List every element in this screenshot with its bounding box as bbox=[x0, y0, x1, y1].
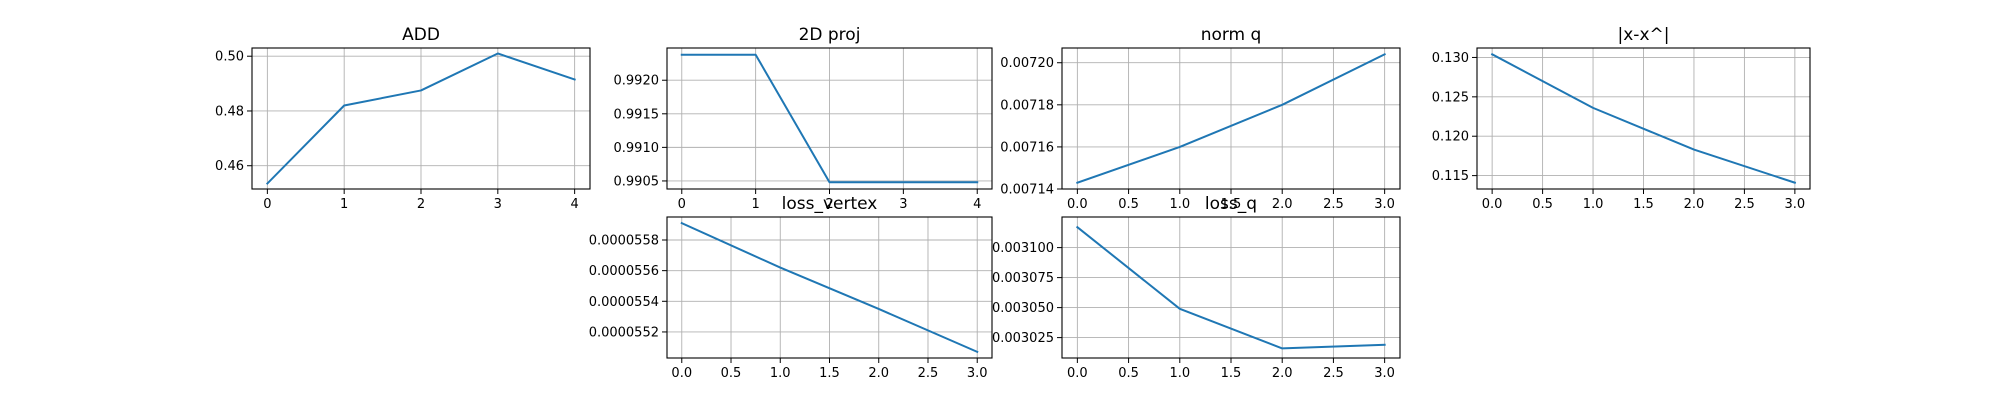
x-tick-label: 1.0 bbox=[1169, 366, 1190, 381]
x-tick-label: 0.5 bbox=[1532, 197, 1553, 212]
chart-panel-1: 0 1 2 3 4 0.9905 0.9910 0.9915 0.9920 2D proj bbox=[614, 25, 993, 212]
chart-panel-4: 0.0 0.5 1.0 1.5 2.0 2.5 3.0 0.0000552 0.0000554 0… bbox=[589, 194, 993, 381]
x-tick-label: 0.5 bbox=[1118, 197, 1139, 212]
y-tick-label: 0.003100 bbox=[992, 241, 1054, 256]
chart-title: ADD bbox=[402, 25, 440, 45]
y-tick-label: 0.125 bbox=[1432, 90, 1469, 105]
x-tick-label: 2.0 bbox=[1272, 366, 1293, 381]
y-tick-label: 0.003075 bbox=[992, 271, 1054, 286]
y-tick-label: 0.00718 bbox=[1000, 98, 1054, 113]
chart-title: 2D proj bbox=[799, 25, 861, 45]
x-tick-label: 3.0 bbox=[1374, 366, 1395, 381]
x-tick-label: 1 bbox=[340, 197, 348, 212]
x-tick-label: 0.0 bbox=[671, 366, 692, 381]
x-tick-label: 2.5 bbox=[1323, 366, 1344, 381]
series-line bbox=[680, 221, 979, 354]
x-tick-label: 1.5 bbox=[819, 366, 840, 381]
x-tick-label: 4 bbox=[973, 197, 981, 212]
y-tick-label: 0.130 bbox=[1432, 51, 1469, 66]
y-tick-label: 0.003050 bbox=[992, 301, 1054, 316]
x-tick-label: 1.0 bbox=[1583, 197, 1604, 212]
y-tick-label: 0.00714 bbox=[1000, 183, 1054, 198]
x-tick-label: 1.0 bbox=[770, 366, 791, 381]
x-tick-label: 0 bbox=[678, 197, 686, 212]
y-tick-label: 0.9915 bbox=[614, 107, 660, 122]
y-tick-label: 0.0000552 bbox=[589, 325, 659, 340]
x-tick-label: 2 bbox=[825, 197, 833, 212]
y-tick-label: 0.00720 bbox=[1000, 56, 1054, 71]
x-tick-label: 2.0 bbox=[1684, 197, 1705, 212]
chart-title: loss_q bbox=[1205, 194, 1257, 214]
x-tick-label: 1.5 bbox=[1221, 366, 1242, 381]
x-tick-label: 4 bbox=[570, 197, 578, 212]
x-tick-label: 0.0 bbox=[1482, 197, 1503, 212]
y-tick-label: 0.120 bbox=[1432, 130, 1469, 145]
series-line bbox=[1076, 52, 1386, 184]
chart-panel-2: 0.0 0.5 1.0 1.5 2.0 2.5 3.0 0.00714 0.00716 0.007… bbox=[1000, 25, 1401, 212]
y-tick-label: 0.50 bbox=[215, 50, 244, 65]
x-tick-label: 1 bbox=[751, 197, 759, 212]
y-tick-label: 0.0000554 bbox=[589, 295, 659, 310]
y-tick-label: 0.0000558 bbox=[589, 233, 659, 248]
y-tick-label: 0.115 bbox=[1432, 169, 1469, 184]
x-tick-label: 2.5 bbox=[1734, 197, 1755, 212]
x-tick-label: 0.5 bbox=[1118, 366, 1139, 381]
chart-panel-5: 0.0 0.5 1.0 1.5 2.0 2.5 3.0 0.003025 0.003050 0.0… bbox=[992, 194, 1401, 381]
y-tick-label: 0.46 bbox=[215, 159, 244, 174]
x-tick-label: 2.0 bbox=[1272, 197, 1293, 212]
x-tick-label: 3.0 bbox=[967, 366, 988, 381]
y-tick-label: 0.9905 bbox=[614, 174, 660, 189]
y-tick-label: 0.9910 bbox=[614, 141, 660, 156]
x-tick-label: 0 bbox=[263, 197, 271, 212]
x-tick-label: 0.5 bbox=[721, 366, 742, 381]
y-tick-label: 0.003025 bbox=[992, 331, 1054, 346]
x-tick-label: 2 bbox=[417, 197, 425, 212]
y-tick-label: 0.00716 bbox=[1000, 140, 1054, 155]
x-tick-label: 3 bbox=[494, 197, 502, 212]
x-tick-label: 0.0 bbox=[1067, 366, 1088, 381]
chart-panel-3: 0.0 0.5 1.0 1.5 2.0 2.5 3.0 0.115 0.120 0.125 0.13… bbox=[1432, 25, 1811, 212]
y-tick-label: 0.0000556 bbox=[589, 264, 659, 279]
x-tick-label: 3.0 bbox=[1374, 197, 1395, 212]
x-tick-label: 3.0 bbox=[1785, 197, 1806, 212]
y-tick-label: 0.48 bbox=[215, 104, 244, 119]
x-tick-label: 1.5 bbox=[1221, 197, 1242, 212]
chart-title: |x-x^| bbox=[1618, 25, 1670, 45]
x-tick-label: 2.5 bbox=[918, 366, 939, 381]
chart-panel-0: 0 1 2 3 4 0.46 0.48 0.50 ADD bbox=[215, 25, 591, 212]
x-tick-label: 3 bbox=[899, 197, 907, 212]
x-tick-label: 1.5 bbox=[1633, 197, 1654, 212]
series-line bbox=[1490, 52, 1797, 184]
x-tick-label: 2.5 bbox=[1323, 197, 1344, 212]
y-tick-label: 0.9920 bbox=[614, 74, 660, 89]
series-line bbox=[1075, 225, 1386, 350]
series-line bbox=[680, 53, 979, 184]
x-tick-label: 0.0 bbox=[1067, 197, 1088, 212]
series-line bbox=[265, 52, 576, 185]
chart-title: norm q bbox=[1201, 25, 1262, 45]
x-tick-label: 1.0 bbox=[1169, 197, 1190, 212]
chart-title: loss_vertex bbox=[782, 194, 878, 214]
x-tick-label: 2.0 bbox=[868, 366, 889, 381]
